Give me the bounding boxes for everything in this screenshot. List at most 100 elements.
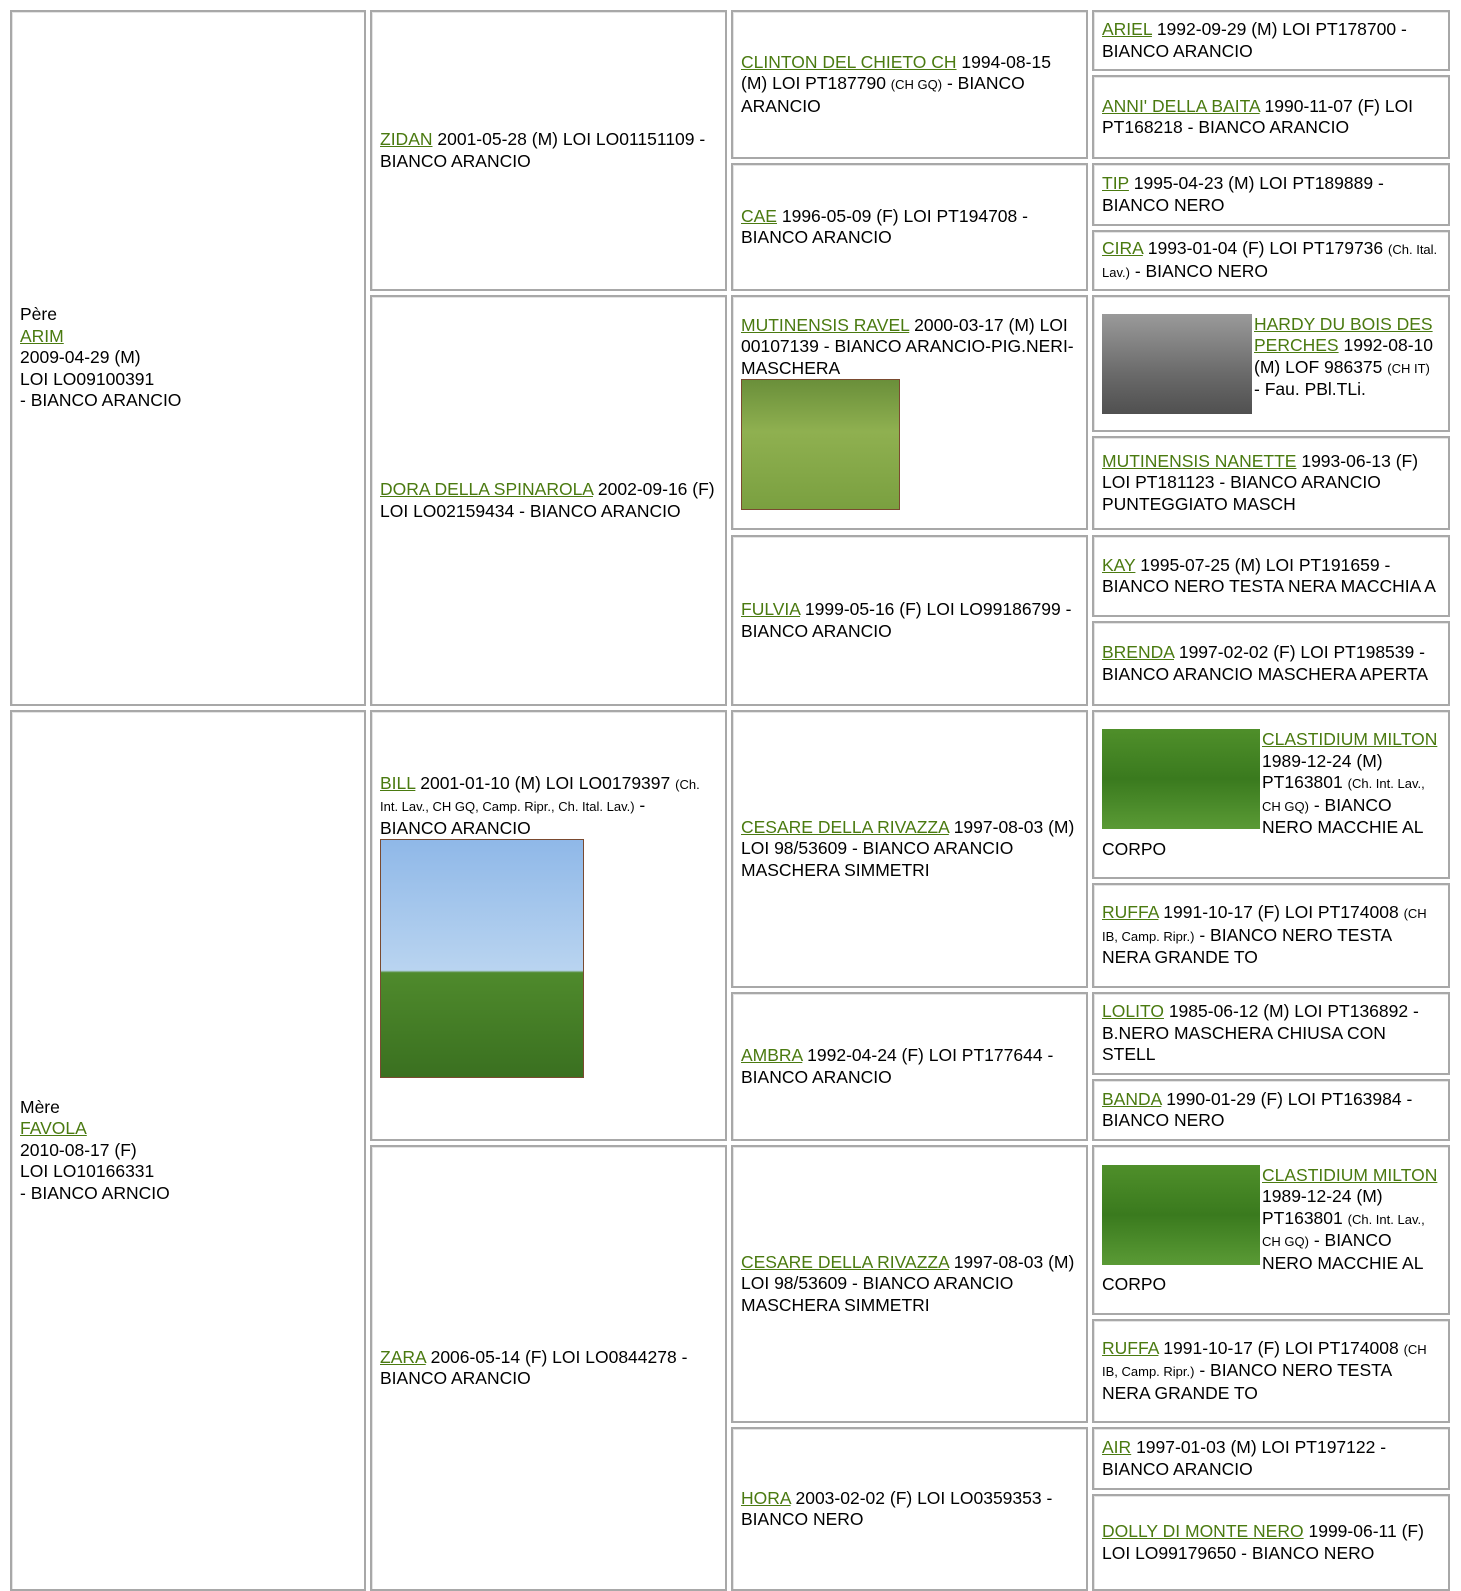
cell-content: ANNI' DELLA BAITA 1990-11-07 (F) LOI PT1…	[1102, 96, 1440, 139]
dog-info: 2002-09-16 (F) LOI LO02159434	[380, 479, 715, 521]
dog-color: - BIANCO NERO	[1134, 260, 1269, 281]
cell-content: Mère FAVOLA 2010-08-17 (F) LOI LO10166331- …	[20, 1097, 356, 1205]
dog-name-link[interactable]: RUFFA	[1102, 1337, 1159, 1358]
cell-content: HARDY DU BOIS DES PERCHES 1992-08-10 (M)…	[1102, 313, 1440, 414]
dog-photo	[380, 839, 584, 1079]
dog-name-link[interactable]: HORA	[741, 1487, 791, 1508]
pedigree-cell: CESARE DELLA RIVAZZA 1997-08-03 (M) LOI …	[731, 710, 1088, 988]
cell-content: MUTINENSIS NANETTE 1993-06-13 (F) LOI PT…	[1102, 451, 1440, 516]
cell-content: RUFFA 1991-10-17 (F) LOI PT174008 (CH IB…	[1102, 902, 1440, 969]
dog-info: 2001-01-10 (M) LOI LO0179397	[420, 772, 671, 793]
dog-name-link[interactable]: TIP	[1102, 173, 1129, 193]
cell-content: DORA DELLA SPINAROLA 2002-09-16 (F) LOI …	[380, 479, 717, 522]
parent-detail: 2009-04-29 (M)	[20, 347, 141, 368]
dog-titles: (Ch. Ital. Lav.)	[1102, 242, 1438, 280]
dog-name-link[interactable]: ARIEL	[1102, 19, 1152, 39]
pedigree-cell: LOLITO 1985-06-12 (M) LOI PT136892 - B.N…	[1092, 992, 1450, 1075]
cell-content: CESARE DELLA RIVAZZA 1997-08-03 (M) LOI …	[741, 1252, 1078, 1317]
cell-content: TIP 1995-04-23 (M) LOI PT189889 - BIANCO…	[1102, 173, 1440, 216]
cell-content: FULVIA 1999-05-16 (F) LOI LO99186799 - B…	[741, 599, 1078, 642]
cell-content: BILL 2001-01-10 (M) LOI LO0179397 (Ch. I…	[380, 773, 717, 1079]
dog-name-link[interactable]: ZIDAN	[380, 129, 433, 149]
cell-content: BRENDA 1997-02-02 (F) LOI PT198539 - BIA…	[1102, 642, 1440, 685]
dog-name-link[interactable]: AMBRA	[741, 1045, 803, 1065]
dog-color: - BIANCO ARANCIO	[741, 205, 1028, 248]
parent-label: Père	[20, 304, 57, 325]
cell-content: AIR 1997-01-03 (M) LOI PT197122 - BIANCO…	[1102, 1437, 1440, 1480]
dog-titles: (CH IB, Camp. Ripr.)	[1102, 906, 1427, 944]
dog-name-link[interactable]: FULVIA	[741, 599, 801, 619]
dog-name-link[interactable]: BRENDA	[1102, 642, 1174, 662]
parent-name-link[interactable]: ARIM	[20, 325, 64, 346]
dog-name-link[interactable]: CLASTIDIUM MILTON	[1262, 729, 1438, 749]
dog-name-link[interactable]: CLINTON DEL CHIETO CH	[741, 51, 957, 72]
dog-name-link[interactable]: LOLITO	[1102, 1001, 1164, 1022]
dog-info: 1997-01-03 (M) LOI PT197122	[1136, 1437, 1376, 1457]
dog-info: 1985-06-12 (M) LOI PT136892	[1168, 1001, 1409, 1022]
pedigree-cell: AIR 1997-01-03 (M) LOI PT197122 - BIANCO…	[1092, 1427, 1450, 1490]
pedigree-cell: MUTINENSIS RAVEL 2000-03-17 (M) LOI 0010…	[731, 295, 1088, 530]
dog-color: - BIANCO NERO MACCHIE AL CORPO	[1102, 794, 1423, 859]
dog-info: 1992-09-29 (M) LOI PT178700	[1156, 19, 1397, 39]
dog-info: 1997-08-03 (M) LOI 98/53609	[741, 816, 1075, 859]
dog-info: 1989-12-24 (M) PT163801	[1262, 750, 1383, 793]
dog-name-link[interactable]: CAE	[741, 205, 777, 226]
dog-color: - BIANCO NERO MACCHIE AL CORPO	[1102, 1230, 1423, 1294]
dog-name-link[interactable]: MUTINENSIS NANETTE	[1102, 450, 1297, 471]
dog-name-link[interactable]: KAY	[1102, 554, 1136, 575]
dog-name-link[interactable]: HARDY DU BOIS DES PERCHES	[1254, 313, 1433, 356]
dog-color: - BIANCO ARANCIO	[519, 500, 681, 521]
pedigree-cell: ZARA 2006-05-14 (F) LOI LO0844278 - BIAN…	[370, 1145, 727, 1591]
pedigree-cell: BILL 2001-01-10 (M) LOI LO0179397 (Ch. I…	[370, 710, 727, 1141]
dog-name-link[interactable]: BANDA	[1102, 1088, 1162, 1109]
dog-color: - BIANCO ARANCIO	[1187, 117, 1350, 137]
dog-name-link[interactable]: ZARA	[380, 1346, 426, 1367]
pedigree-cell: RUFFA 1991-10-17 (F) LOI PT174008 (CH IB…	[1092, 883, 1450, 988]
dog-name-link[interactable]: BILL	[380, 772, 416, 793]
dog-name-link[interactable]: CESARE DELLA RIVAZZA	[741, 1251, 949, 1272]
dog-name-link[interactable]: DORA DELLA SPINAROLA	[380, 479, 594, 499]
cell-content: CIRA 1993-01-04 (F) LOI PT179736 (Ch. It…	[1102, 238, 1440, 283]
cell-content: ARIEL 1992-09-29 (M) LOI PT178700 - BIAN…	[1102, 19, 1440, 62]
cell-content: RUFFA 1991-10-17 (F) LOI PT174008 (CH IB…	[1102, 1338, 1440, 1405]
pedigree-cell: CAE 1996-05-09 (F) LOI PT194708 - BIANCO…	[731, 163, 1088, 291]
dog-name-link[interactable]: AIR	[1102, 1437, 1132, 1457]
dog-name-link[interactable]: CLASTIDIUM MILTON	[1262, 1164, 1438, 1185]
parent-name-link[interactable]: FAVOLA	[20, 1118, 87, 1139]
parent-detail: LOI LO10166331	[20, 1161, 155, 1182]
dog-info: 1990-11-07 (F) LOI PT168218	[1102, 95, 1414, 138]
dog-info: 1992-08-10 (M) LOF 986375	[1254, 335, 1434, 377]
dog-name-link[interactable]: CIRA	[1102, 238, 1143, 258]
dog-titles: (Ch. Int. Lav., CH GQ, Camp. Ripr., Ch. …	[380, 776, 700, 815]
dog-color: - B.NERO MASCHERA CHIUSA CON STELL	[1102, 1001, 1419, 1065]
dog-info: 1993-01-04 (F) LOI PT179736	[1147, 238, 1384, 258]
cell-content: CLASTIDIUM MILTON 1989-12-24 (M) PT16380…	[1102, 1164, 1440, 1296]
cell-content: HORA 2003-02-02 (F) LOI LO0359353 - BIAN…	[741, 1488, 1078, 1531]
pedigree-cell: DORA DELLA SPINAROLA 2002-09-16 (F) LOI …	[370, 295, 727, 706]
dog-name-link[interactable]: CESARE DELLA RIVAZZA	[741, 816, 949, 837]
dog-color: - BIANCO NERO	[741, 1487, 1053, 1530]
dog-color: - BIANCO ARANCIO	[1102, 19, 1407, 61]
parent-label: Mère	[20, 1096, 60, 1117]
dog-name-link[interactable]: RUFFA	[1102, 902, 1159, 923]
dog-titles: (CH IT)	[1387, 360, 1430, 376]
dog-color: - BIANCO ARANCIO MASCHERA APERTA	[1102, 642, 1429, 684]
dog-color: - BIANCO ARANCIO	[1102, 1437, 1387, 1479]
dog-info: 1992-04-24 (F) LOI PT177644	[807, 1045, 1043, 1065]
cell-content: MUTINENSIS RAVEL 2000-03-17 (M) LOI 0010…	[741, 315, 1078, 511]
dog-name-link[interactable]: MUTINENSIS RAVEL	[741, 314, 910, 335]
pedigree-cell: RUFFA 1991-10-17 (F) LOI PT174008 (CH IB…	[1092, 1319, 1450, 1423]
dog-info: 1989-12-24 (M) PT163801	[1262, 1186, 1383, 1228]
pedigree-cell: TIP 1995-04-23 (M) LOI PT189889 - BIANCO…	[1092, 163, 1450, 226]
dog-info: 1990-01-29 (F) LOI PT163984	[1166, 1088, 1402, 1109]
dog-titles: (Ch. Int. Lav., CH GQ)	[1262, 776, 1425, 814]
dog-name-link[interactable]: DOLLY DI MONTE NERO	[1102, 1521, 1304, 1541]
pedigree-cell: MUTINENSIS NANETTE 1993-06-13 (F) LOI PT…	[1092, 436, 1450, 530]
dog-info: 1999-06-11 (F) LOI LO99179650	[1102, 1521, 1424, 1563]
dog-name-link[interactable]: ANNI' DELLA BAITA	[1102, 95, 1260, 116]
dog-info: 1991-10-17 (F) LOI PT174008	[1163, 902, 1399, 923]
dog-titles: (CH IB, Camp. Ripr.)	[1102, 1341, 1427, 1380]
cell-content: CAE 1996-05-09 (F) LOI PT194708 - BIANCO…	[741, 206, 1078, 249]
pedigree-cell: CLASTIDIUM MILTON 1989-12-24 (M) PT16380…	[1092, 1145, 1450, 1315]
